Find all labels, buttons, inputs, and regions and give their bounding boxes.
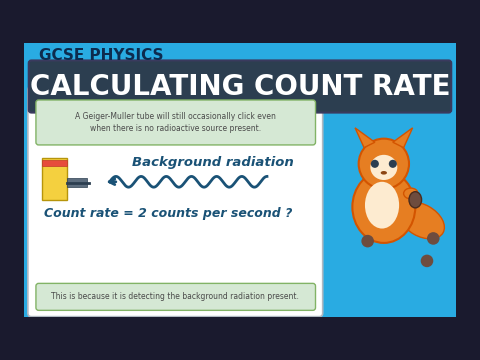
FancyBboxPatch shape: [36, 283, 315, 310]
Text: CALCULATING COUNT RATE: CALCULATING COUNT RATE: [30, 72, 450, 100]
Ellipse shape: [404, 188, 418, 199]
Circle shape: [361, 235, 374, 247]
Text: A Geiger-Muller tube will still occasionally click even
when there is no radioac: A Geiger-Muller tube will still occasion…: [75, 112, 276, 133]
Circle shape: [427, 232, 440, 245]
FancyBboxPatch shape: [28, 86, 323, 317]
Bar: [24, 43, 456, 317]
Text: This is because it is detecting the background radiation present.: This is because it is detecting the back…: [51, 292, 299, 301]
Ellipse shape: [399, 202, 444, 239]
Bar: [42, 160, 67, 166]
Circle shape: [359, 139, 409, 189]
Bar: [67, 178, 87, 187]
Circle shape: [389, 160, 397, 168]
Circle shape: [371, 160, 379, 168]
Polygon shape: [393, 128, 413, 148]
Ellipse shape: [381, 171, 387, 175]
FancyBboxPatch shape: [29, 60, 451, 113]
Circle shape: [420, 255, 433, 267]
Polygon shape: [355, 128, 375, 148]
Ellipse shape: [352, 171, 415, 243]
Text: Background radiation: Background radiation: [132, 156, 294, 168]
Ellipse shape: [365, 182, 399, 229]
Bar: [42, 158, 67, 200]
Bar: [24, 317, 456, 342]
FancyBboxPatch shape: [36, 100, 315, 145]
Bar: [24, 18, 456, 43]
Ellipse shape: [371, 155, 397, 180]
Text: Count rate = 2 counts per second ?: Count rate = 2 counts per second ?: [44, 207, 292, 220]
Ellipse shape: [409, 192, 421, 208]
Text: GCSE PHYSICS: GCSE PHYSICS: [38, 48, 163, 63]
